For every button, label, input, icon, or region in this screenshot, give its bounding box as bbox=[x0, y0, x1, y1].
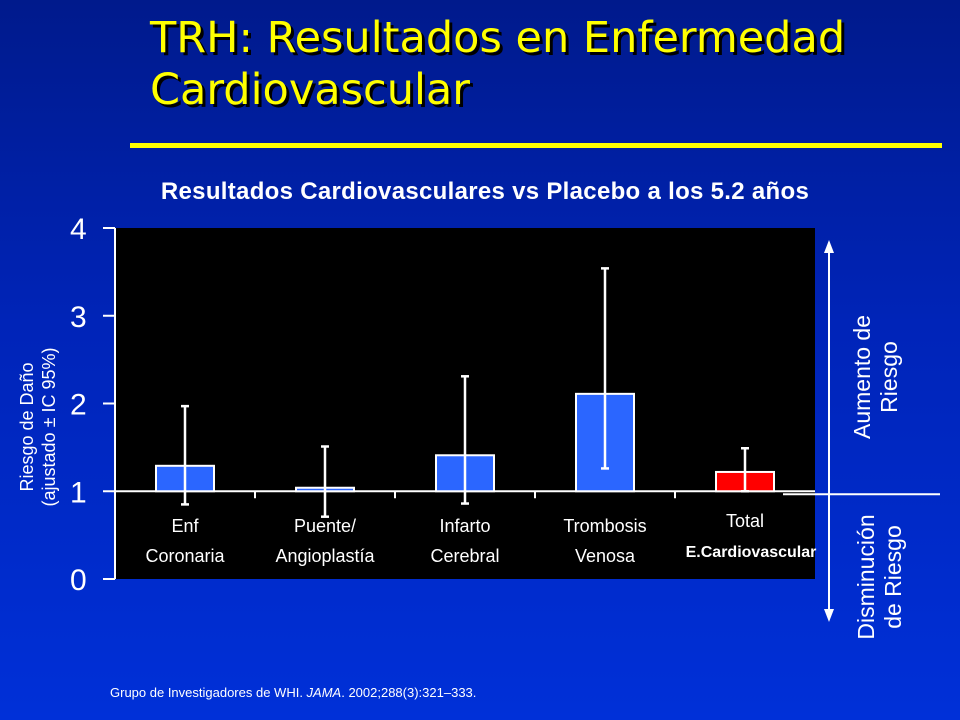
slide-title: TRH: Resultados en Enfermedad Cardiovasc… bbox=[150, 12, 845, 116]
category-label-line2: E.Cardiovascular bbox=[686, 544, 817, 561]
down-arrowhead bbox=[824, 609, 834, 622]
title-underline bbox=[130, 143, 942, 148]
increase-risk-line-2: Riesgo bbox=[876, 341, 902, 413]
category-label-line1: Total bbox=[726, 511, 764, 531]
title-line-1: TRH: Resultados en Enfermedad bbox=[150, 13, 846, 63]
decrease-risk-line-2: de Riesgo bbox=[880, 525, 906, 629]
citation-journal: JAMA bbox=[306, 685, 342, 700]
category-label-line1: Trombosis bbox=[563, 516, 646, 536]
y-axis-label-line-2: (ajustado ± IC 95%) bbox=[39, 347, 59, 507]
decrease-risk-label: Disminución de Riesgo bbox=[853, 457, 907, 697]
y-tick-label: 4 bbox=[70, 213, 87, 246]
category-label-line2: Angioplastía bbox=[275, 546, 375, 566]
chart-title: Resultados Cardiovasculares vs Placebo a… bbox=[160, 178, 810, 205]
y-tick-label: 0 bbox=[70, 564, 87, 597]
citation-suffix: . 2002;288(3):321–333. bbox=[341, 685, 477, 700]
y-tick-label: 3 bbox=[70, 301, 87, 334]
y-axis-label: Riesgo de Daño (ajustado ± IC 95%) bbox=[16, 277, 60, 577]
y-tick-label: 1 bbox=[70, 476, 87, 509]
increase-risk-line-1: Aumento de bbox=[849, 314, 875, 440]
category-label-line2: Venosa bbox=[575, 546, 636, 566]
category-label-line2: Coronaria bbox=[145, 546, 225, 566]
category-label-line1: Puente/ bbox=[294, 516, 356, 536]
decrease-risk-line-1: Disminución bbox=[853, 514, 879, 640]
category-label-line2: Cerebral bbox=[430, 546, 499, 566]
y-axis-label-line-1: Riesgo de Daño bbox=[17, 362, 37, 492]
category-label-line1: Enf bbox=[171, 516, 199, 536]
citation-prefix: Grupo de Investigadores de WHI. bbox=[110, 685, 307, 700]
title-line-2: Cardiovascular bbox=[150, 65, 470, 115]
up-arrowhead bbox=[824, 240, 834, 253]
citation: Grupo de Investigadores de WHI. JAMA. 20… bbox=[110, 685, 476, 700]
category-label-line1: Infarto bbox=[439, 516, 490, 536]
y-tick-label: 2 bbox=[70, 389, 87, 422]
